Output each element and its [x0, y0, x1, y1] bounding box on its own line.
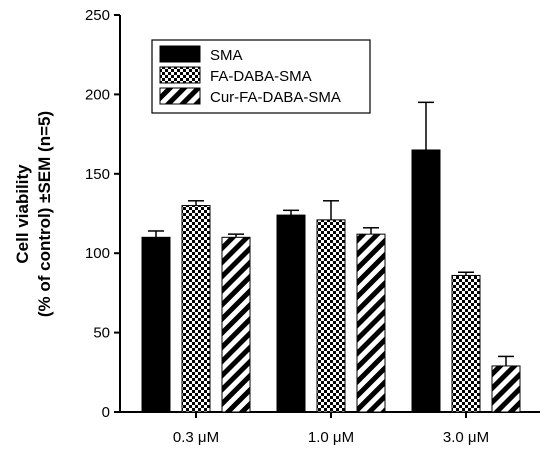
legend-label-fa-daba-sma: FA-DABA-SMA [210, 68, 312, 85]
bar-sma-1 [276, 214, 306, 413]
y-axis-title: Cell viability (% of control) ±SEM (n=5) [13, 111, 54, 317]
bar-cur-fa-daba-sma-0 [221, 236, 251, 413]
legend: SMA FA-DABA-SMA Cur-FA-DABA-SMA [151, 39, 371, 114]
y-axis-title-line1: Cell viability [13, 164, 32, 264]
legend-label-sma: SMA [210, 47, 243, 64]
legend-swatch-cur-fa-daba-sma [159, 87, 201, 105]
bar-cur-fa-daba-sma-2 [491, 365, 521, 413]
legend-label-cur-fa-daba-sma: Cur-FA-DABA-SMA [210, 89, 341, 106]
x-tick-label: 0.3 μM [173, 429, 219, 446]
bar-cur-fa-daba-sma-1 [356, 233, 386, 413]
y-tick-label: 0 [102, 404, 110, 421]
x-tick-label: 3.0 μM [443, 429, 489, 446]
y-tick-label: 50 [93, 325, 110, 342]
y-tick-label: 250 [85, 7, 110, 24]
legend-swatch-fa-daba-sma [159, 66, 201, 84]
bar-fa-daba-sma-1 [316, 219, 346, 413]
y-tick-label: 200 [85, 86, 110, 103]
legend-swatch-sma [159, 45, 201, 63]
bar-fa-daba-sma-2 [451, 274, 481, 413]
y-tick-label: 150 [85, 166, 110, 183]
plot-area: 0 50 100 150 200 250 0.3 μM 1.0 μM 3.0 μM [85, 7, 540, 446]
y-axis-title-line2: (% of control) ±SEM (n=5) [35, 111, 54, 317]
bar-sma-0 [141, 236, 171, 413]
x-tick-label: 1.0 μM [308, 429, 354, 446]
bar-sma-2 [411, 149, 441, 413]
y-tick-label: 100 [85, 245, 110, 262]
bar-fa-daba-sma-0 [181, 205, 211, 413]
